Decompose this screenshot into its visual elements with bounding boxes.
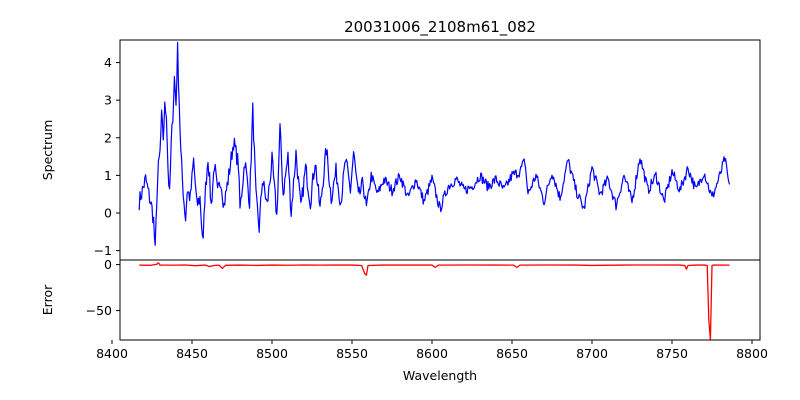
error-panel: −50 0 Error xyxy=(40,257,761,341)
spectrum-y-axis-label: Spectrum xyxy=(40,120,55,181)
spectrum-y-tick-label: 0 xyxy=(104,205,112,220)
x-tick-label: 8650 xyxy=(496,346,528,361)
spectrum-y-tick-label: 4 xyxy=(104,55,112,70)
spectrum-panel: −1 0 1 2 3 4 Spectrum xyxy=(40,39,761,261)
x-tick-label: 8400 xyxy=(96,346,128,361)
error-y-tick-label: −50 xyxy=(86,303,112,318)
error-series-line xyxy=(139,262,730,341)
chart-title: 20031006_2108m61_082 xyxy=(344,18,536,37)
x-tick-label: 8550 xyxy=(336,346,368,361)
error-axes-frame xyxy=(119,259,761,341)
x-axis-label: Wavelength xyxy=(403,368,477,383)
spectrum-y-tick-label: 1 xyxy=(104,168,112,183)
x-tick-label: 8700 xyxy=(576,346,608,361)
x-tick-label: 8500 xyxy=(256,346,288,361)
spectrum-axes-frame xyxy=(119,39,761,261)
x-tick-label: 8450 xyxy=(176,346,208,361)
error-y-tick-label: 0 xyxy=(104,257,112,272)
x-tick-label: 8750 xyxy=(656,346,688,361)
x-tick-label: 8800 xyxy=(736,346,768,361)
spectrum-y-tick-label: 3 xyxy=(104,93,112,108)
spectrum-y-tick-label: −1 xyxy=(94,243,112,258)
x-tick-label: 8600 xyxy=(416,346,448,361)
spectrum-series-line xyxy=(138,41,731,246)
x-axis: 8400 8450 8500 8550 8600 8650 8700 8750 8800 xyxy=(96,340,768,361)
spectrum-y-tick-label: 2 xyxy=(104,130,112,145)
error-y-axis-label: Error xyxy=(40,284,55,315)
